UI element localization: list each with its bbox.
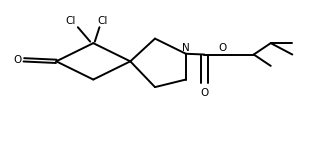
Text: N: N bbox=[182, 43, 190, 53]
Text: Cl: Cl bbox=[65, 16, 75, 26]
Text: O: O bbox=[14, 55, 22, 65]
Text: Cl: Cl bbox=[97, 16, 108, 26]
Text: O: O bbox=[200, 88, 209, 98]
Text: O: O bbox=[219, 43, 227, 53]
